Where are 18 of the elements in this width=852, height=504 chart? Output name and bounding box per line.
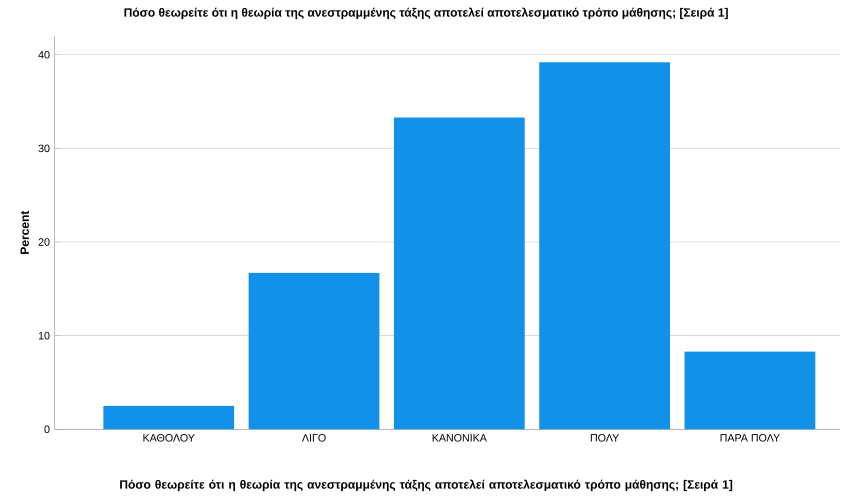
x-tick-label: ΚΑΝΟΝΙΚΑ (432, 434, 487, 442)
bar (684, 352, 816, 430)
y-tick-label: 10 (38, 332, 50, 340)
x-tick-label: ΠΑΡΑ ΠΟΛΥ (720, 434, 780, 442)
bar (248, 272, 380, 430)
y-tick-label: 0 (44, 426, 50, 434)
x-tick-label: ΛΙΓΟ (302, 434, 326, 442)
x-tick-label: ΠΟΛΥ (590, 434, 620, 442)
y-axis-title: Percent (20, 210, 29, 254)
x-tick-label: ΚΑΘΟΛΟΥ (143, 434, 195, 442)
y-tick-label: 40 (38, 50, 50, 59)
chart-title: Πόσο θεωρείτε ότι η θεωρία της ανεστραμμένης τάξης αποτελεί αποτελεσματικό τρόπο μάθησης; [Σειρά 1] (124, 8, 728, 20)
y-tick-label: 30 (38, 144, 50, 152)
bar (539, 62, 670, 430)
bar (103, 406, 234, 430)
x-axis-title: Πόσο θεωρείτε ότι η θεωρία της ανεστραμμένης τάξης αποτελεί αποτελεσματικό τρόπο μάθησης; [Σειρά 1] (120, 480, 732, 492)
bar (394, 117, 525, 430)
y-tick-label: 20 (38, 238, 50, 246)
